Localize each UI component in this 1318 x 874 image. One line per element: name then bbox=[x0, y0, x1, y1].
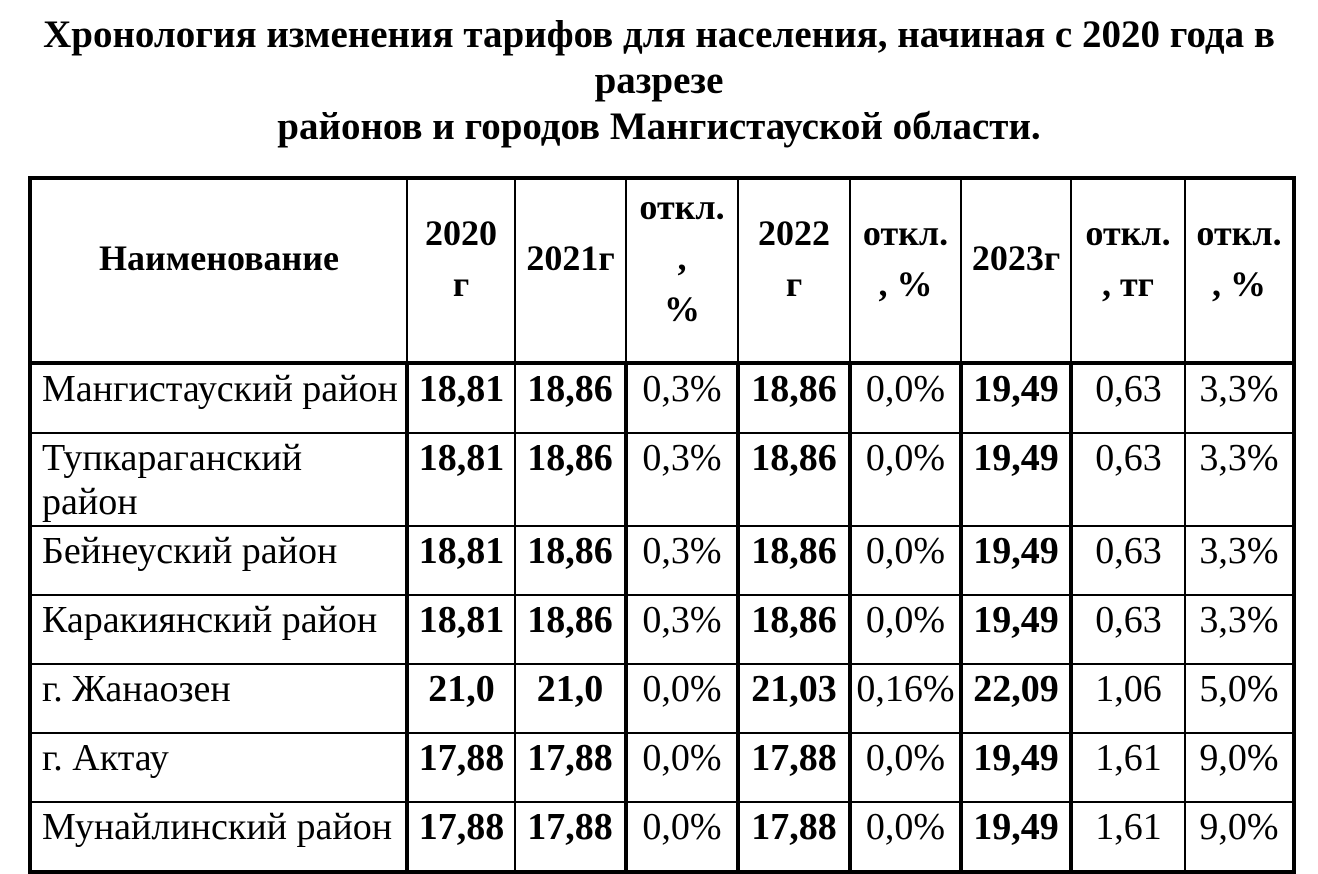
table-row: г. Жанаозен 21,0 21,0 0,0% 21,03 0,16% 2… bbox=[29, 662, 1295, 734]
cell-otkl-2021: 0,0% bbox=[624, 731, 739, 803]
table-row: Бейнеуский район 18,81 18,86 0,3% 18,86 … bbox=[29, 524, 1295, 596]
cell-otkl-2021: 0,3% bbox=[624, 432, 739, 527]
cell-2021: 18,86 bbox=[514, 432, 627, 527]
cell-otkl-2021: 0,3% bbox=[624, 524, 739, 596]
cell-otkl-2021: 0,3% bbox=[624, 593, 739, 665]
column-header-otkl-tg: откл. , тг bbox=[1070, 177, 1186, 366]
cell-otkl-2022: 0,0% bbox=[848, 800, 962, 873]
cell-2023: 19,49 bbox=[959, 731, 1072, 803]
cell-name: г. Актау bbox=[29, 731, 408, 803]
cell-otkl-pct: 3,3% bbox=[1184, 593, 1295, 665]
cell-2021: 18,86 bbox=[514, 524, 627, 596]
cell-name: г. Жанаозен bbox=[29, 662, 408, 734]
cell-otkl-pct: 3,3% bbox=[1184, 362, 1295, 435]
cell-name: Каракиянский район bbox=[29, 593, 408, 665]
cell-2023: 19,49 bbox=[959, 800, 1072, 873]
cell-2020: 18,81 bbox=[405, 432, 516, 527]
cell-otkl-pct: 9,0% bbox=[1184, 731, 1295, 803]
cell-2022: 21,03 bbox=[736, 662, 851, 734]
document-page: Хронология изменения тарифов для населен… bbox=[0, 12, 1318, 874]
cell-2022: 18,86 bbox=[736, 362, 851, 435]
cell-2022: 17,88 bbox=[736, 800, 851, 873]
cell-2021: 18,86 bbox=[514, 593, 627, 665]
column-header-2021: 2021г bbox=[514, 177, 627, 366]
cell-otkl-2022: 0,0% bbox=[848, 593, 962, 665]
cell-name: Мангистауский район bbox=[29, 362, 408, 435]
cell-otkl-tg: 0,63 bbox=[1069, 593, 1186, 665]
cell-otkl-tg: 1,61 bbox=[1069, 800, 1186, 873]
cell-otkl-2022: 0,0% bbox=[848, 362, 962, 435]
column-header-otkl-2022: откл. , % bbox=[849, 177, 962, 366]
cell-otkl-tg: 0,63 bbox=[1069, 524, 1186, 596]
cell-otkl-2022: 0,0% bbox=[848, 731, 962, 803]
cell-otkl-pct: 3,3% bbox=[1184, 524, 1295, 596]
column-header-otkl-2021: откл. , % bbox=[625, 177, 739, 366]
column-header-2022: 2022 г bbox=[737, 177, 851, 366]
cell-2022: 18,86 bbox=[736, 432, 851, 527]
cell-2021: 21,0 bbox=[514, 662, 627, 734]
cell-otkl-2021: 0,3% bbox=[624, 362, 739, 435]
cell-otkl-2021: 0,0% bbox=[624, 662, 739, 734]
cell-otkl-tg: 1,06 bbox=[1069, 662, 1186, 734]
cell-name: Тупкараганский район bbox=[29, 432, 408, 527]
cell-otkl-pct: 3,3% bbox=[1184, 432, 1295, 527]
column-header-otkl-pct: откл. , % bbox=[1184, 177, 1295, 366]
cell-otkl-tg: 0,63 bbox=[1069, 362, 1186, 435]
cell-otkl-tg: 0,63 bbox=[1069, 432, 1186, 527]
cell-otkl-pct: 5,0% bbox=[1184, 662, 1295, 734]
cell-2023: 19,49 bbox=[959, 432, 1072, 527]
cell-2021: 17,88 bbox=[514, 800, 627, 873]
cell-2021: 18,86 bbox=[514, 362, 627, 435]
tariff-table: Наименование 2020 г 2021г откл. , % 2022… bbox=[28, 176, 1296, 874]
column-header-name: Наименование bbox=[29, 177, 408, 366]
cell-otkl-tg: 1,61 bbox=[1069, 731, 1186, 803]
column-header-2020: 2020 г bbox=[406, 177, 516, 366]
cell-2022: 18,86 bbox=[736, 593, 851, 665]
cell-otkl-pct: 9,0% bbox=[1184, 800, 1295, 873]
table-row: Тупкараганский район 18,81 18,86 0,3% 18… bbox=[29, 432, 1295, 527]
cell-otkl-2022: 0,16% bbox=[848, 662, 962, 734]
cell-2020: 18,81 bbox=[405, 362, 516, 435]
cell-2023: 19,49 bbox=[959, 362, 1072, 435]
table-row: г. Актау 17,88 17,88 0,0% 17,88 0,0% 19,… bbox=[29, 731, 1295, 803]
column-header-2023: 2023г bbox=[960, 177, 1072, 366]
cell-2020: 18,81 bbox=[405, 593, 516, 665]
cell-2020: 18,81 bbox=[405, 524, 516, 596]
cell-name: Мунайлинский район bbox=[29, 800, 408, 873]
cell-otkl-2022: 0,0% bbox=[848, 432, 962, 527]
cell-2021: 17,88 bbox=[514, 731, 627, 803]
table-row: Мангистауский район 18,81 18,86 0,3% 18,… bbox=[29, 362, 1295, 435]
cell-2023: 22,09 bbox=[959, 662, 1072, 734]
cell-2023: 19,49 bbox=[959, 593, 1072, 665]
cell-otkl-2022: 0,0% bbox=[848, 524, 962, 596]
cell-2020: 21,0 bbox=[405, 662, 516, 734]
page-title: Хронология изменения тарифов для населен… bbox=[43, 13, 1275, 149]
table-row: Каракиянский район 18,81 18,86 0,3% 18,8… bbox=[29, 593, 1295, 665]
cell-2022: 17,88 bbox=[736, 731, 851, 803]
cell-name: Бейнеуский район bbox=[29, 524, 408, 596]
cell-2022: 18,86 bbox=[736, 524, 851, 596]
cell-2020: 17,88 bbox=[405, 800, 516, 873]
header-row: Наименование 2020 г 2021г откл. , % 2022… bbox=[29, 177, 1295, 366]
cell-otkl-2021: 0,0% bbox=[624, 800, 739, 873]
cell-2023: 19,49 bbox=[959, 524, 1072, 596]
table-row: Мунайлинский район 17,88 17,88 0,0% 17,8… bbox=[29, 800, 1295, 873]
cell-2020: 17,88 bbox=[405, 731, 516, 803]
